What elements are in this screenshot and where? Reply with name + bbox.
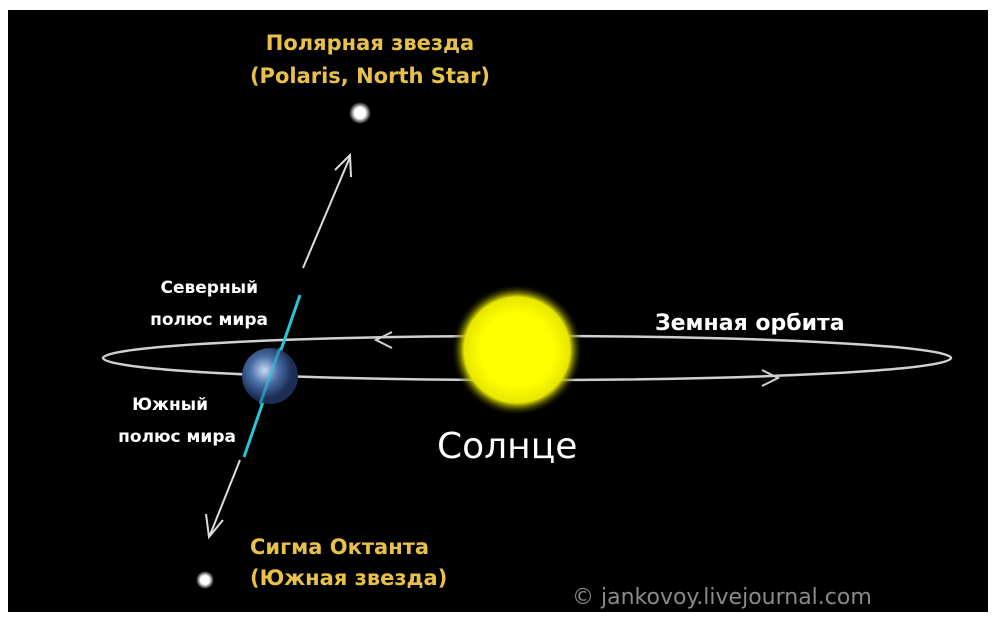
south-star-label: (Южная звезда) — [250, 566, 447, 590]
sun-label: Солнце — [437, 426, 577, 467]
north-pole-label: полюс мира — [150, 310, 268, 330]
sun — [451, 284, 583, 416]
polaris-label: Полярная звезда — [266, 31, 474, 55]
watermark: © jankovoy.livejournal.com — [572, 585, 872, 610]
south-star — [196, 571, 214, 589]
polaris — [349, 102, 371, 124]
diagram: Полярная звезда (Polaris, North Star) Се… — [0, 0, 994, 623]
south-pole-label: полюс мира — [118, 427, 236, 447]
polaris-label: (Polaris, North Star) — [250, 64, 490, 88]
orbit-label: Земная орбита — [655, 311, 845, 336]
south-star-label: Сигма Октанта — [250, 535, 429, 559]
south-pole-label: Южный — [132, 395, 208, 415]
north-pole-label: Северный — [161, 278, 259, 298]
